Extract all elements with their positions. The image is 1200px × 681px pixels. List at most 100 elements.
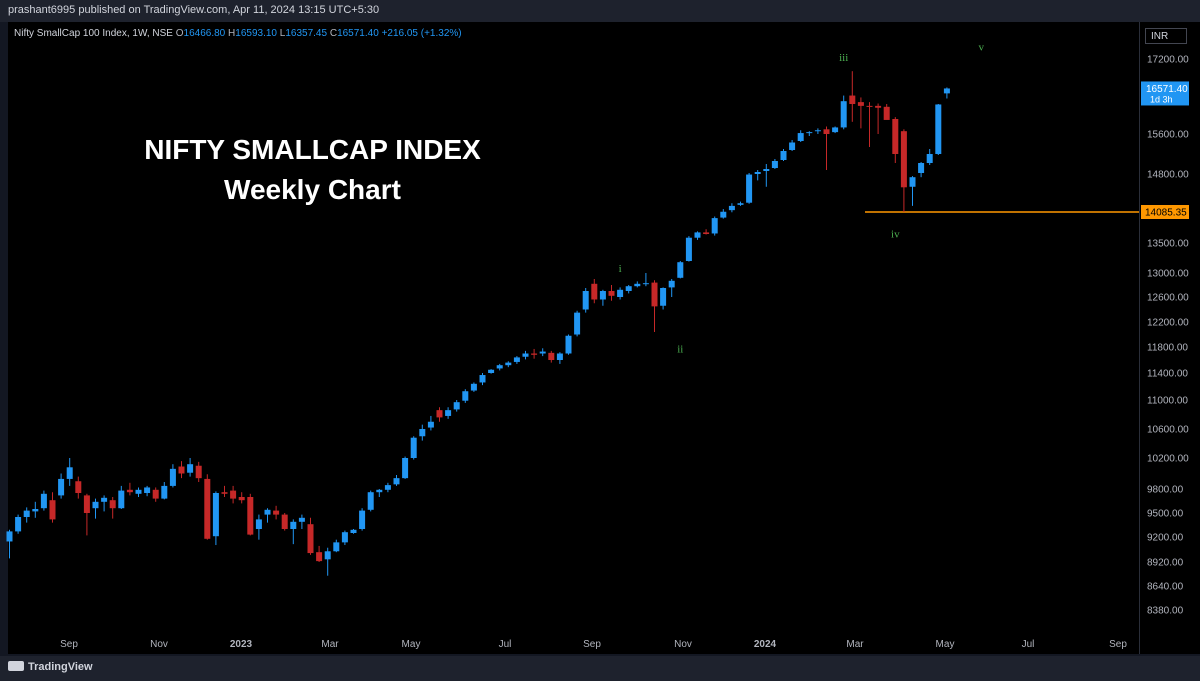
- y-tick-label: 8380.00: [1147, 606, 1184, 617]
- candle-body: [539, 351, 546, 354]
- candle-body: [548, 352, 555, 360]
- candle-body: [367, 492, 374, 510]
- candle-body: [694, 232, 701, 238]
- chart-pane[interactable]: [8, 22, 1139, 654]
- chart-annotation: NIFTY SMALLCAP INDEX Weekly Chart: [140, 130, 485, 210]
- tradingview-logo-icon: [8, 661, 24, 671]
- candle-body: [488, 369, 495, 373]
- low-value: 16357.45: [285, 28, 328, 39]
- candle-body: [393, 478, 400, 485]
- y-tick-label: 17200.00: [1147, 55, 1189, 66]
- candle-body: [6, 531, 13, 542]
- candle-body: [410, 437, 417, 458]
- candle-body: [746, 174, 753, 203]
- y-tick-label: 9200.00: [1147, 533, 1184, 544]
- y-tick-label: 10200.00: [1147, 454, 1189, 465]
- candle-body: [591, 283, 598, 300]
- y-tick-label: 13500.00: [1147, 239, 1189, 250]
- candle-body: [453, 402, 460, 410]
- high-value: 16593.10: [235, 28, 277, 39]
- currency-selector[interactable]: INR: [1145, 28, 1187, 44]
- candle-body: [617, 289, 624, 297]
- candle-body: [754, 172, 761, 174]
- candle-body: [599, 291, 606, 300]
- candle-body: [109, 500, 116, 509]
- last-price-countdown: 1d 3h: [1150, 94, 1173, 104]
- candle-body: [161, 485, 168, 499]
- candle-body: [273, 510, 280, 515]
- candle-body: [875, 105, 882, 108]
- candle-body: [926, 154, 933, 163]
- candle-body: [763, 169, 770, 171]
- x-tick-label: May: [936, 639, 955, 650]
- tradingview-logo[interactable]: TradingView: [8, 661, 93, 673]
- tradingview-brand: TradingView: [28, 661, 93, 673]
- candle-body: [255, 519, 262, 529]
- candle-body: [290, 521, 297, 529]
- candle-body: [703, 232, 710, 234]
- candle-body: [419, 429, 426, 437]
- candle-body: [324, 551, 331, 560]
- candle-body: [341, 532, 348, 543]
- candle-body: [92, 501, 99, 509]
- y-tick-label: 8640.00: [1147, 582, 1184, 593]
- close-label: C: [329, 28, 338, 39]
- candle-body: [83, 495, 90, 513]
- symbol-title: Nifty SmallCap 100 Index, 1W, NSE: [14, 28, 173, 39]
- last-price-value: 16571.40: [1146, 84, 1188, 95]
- candle-body: [711, 218, 718, 234]
- candle-body: [883, 106, 890, 120]
- candle-body: [195, 465, 202, 479]
- candle-body: [75, 481, 82, 493]
- candle-body: [436, 410, 443, 418]
- open-label: O: [175, 28, 184, 39]
- candle-body: [892, 119, 899, 154]
- annotation-title: NIFTY SMALLCAP INDEX: [144, 134, 481, 165]
- candle-body: [281, 514, 288, 529]
- candle-body: [625, 286, 632, 291]
- x-tick-label: Sep: [60, 639, 78, 650]
- candle-body: [479, 375, 486, 383]
- candle-body: [359, 510, 366, 529]
- high-label: H: [228, 28, 236, 39]
- candle-body: [333, 542, 340, 552]
- candle-body: [728, 205, 735, 211]
- candle-body: [660, 288, 667, 306]
- candle-body: [935, 104, 942, 154]
- candle-body: [135, 489, 142, 494]
- wave-label: i: [619, 263, 622, 275]
- change-value: +216.05 (+1.32%): [381, 28, 462, 39]
- candle-body: [152, 489, 159, 499]
- wave-label: iv: [891, 228, 900, 240]
- x-tick-label: Nov: [674, 639, 692, 650]
- candle-body: [307, 524, 314, 554]
- x-tick-label: 2023: [230, 639, 253, 650]
- candle-body: [651, 282, 658, 307]
- symbol-legend: Nifty SmallCap 100 Index, 1W, NSE O16466…: [14, 28, 462, 39]
- y-tick-label: 8920.00: [1147, 558, 1184, 569]
- candle-body: [384, 485, 391, 490]
- candle-body: [230, 490, 237, 499]
- candle-body: [221, 492, 228, 494]
- candle-body: [445, 410, 452, 416]
- candle-body: [720, 211, 727, 218]
- candle-body: [789, 142, 796, 150]
- candle-body: [668, 280, 675, 288]
- candle-body: [376, 489, 383, 493]
- candle-body: [780, 151, 787, 160]
- close-value: 16571.40: [337, 28, 379, 39]
- candle-body: [677, 262, 684, 278]
- candle-body: [866, 105, 873, 107]
- y-tick-label: 14800.00: [1147, 170, 1189, 181]
- candle-body: [66, 467, 73, 479]
- candle-body: [23, 510, 30, 517]
- price-axis-pane[interactable]: [1139, 22, 1200, 654]
- x-tick-label: May: [402, 639, 421, 650]
- x-tick-label: Nov: [150, 639, 168, 650]
- y-tick-label: 13000.00: [1147, 269, 1189, 280]
- footer-bar: TradingView: [0, 656, 1200, 681]
- candle-body: [169, 468, 176, 486]
- candle-body: [212, 493, 219, 537]
- candle-body: [797, 133, 804, 141]
- candle-body: [204, 478, 211, 539]
